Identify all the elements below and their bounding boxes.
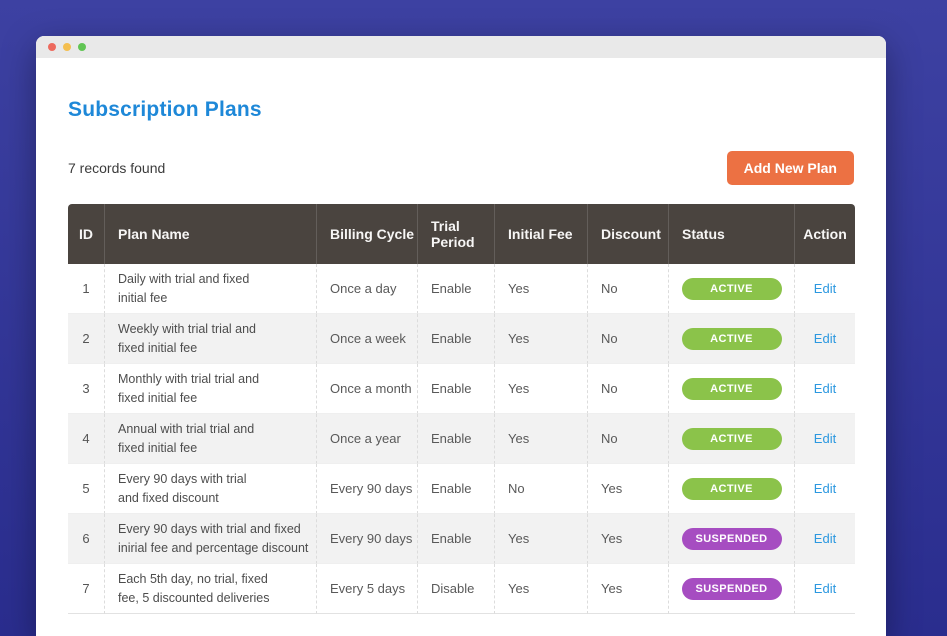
subscription-plans-table: ID Plan Name Billing Cycle Trial Period Init… [68,204,855,614]
toolbar: 7 records found Add New Plan [68,151,854,185]
cell-status: ACTIVE [668,464,794,514]
cell-status: SUSPENDED [668,514,794,564]
status-badge: SUSPENDED [681,527,782,550]
cell-id: 7 [68,564,104,614]
cell-initial-fee: Yes [494,264,587,314]
table-row: 1 Daily with trial and fixed initial fee O… [68,264,855,314]
cell-id: 6 [68,514,104,564]
cell-id: 2 [68,314,104,364]
cell-plan-name: Every 90 days with trial and fixed disco… [104,464,316,514]
cell-id: 3 [68,364,104,414]
window-titlebar [36,36,886,58]
cell-action: Edit [794,414,855,464]
column-header-plan-name: Plan Name [104,204,316,264]
cell-billing-cycle: Every 5 days [316,564,417,614]
cell-status: ACTIVE [668,414,794,464]
cell-action: Edit [794,514,855,564]
cell-trial-period: Enable [417,264,494,314]
cell-initial-fee: Yes [494,564,587,614]
status-badge: ACTIVE [681,377,782,400]
column-header-status: Status [668,204,794,264]
cell-discount: No [587,264,668,314]
cell-initial-fee: No [494,464,587,514]
status-badge: ACTIVE [681,327,782,350]
column-header-billing-cycle: Billing Cycle [316,204,417,264]
cell-billing-cycle: Once a year [316,414,417,464]
records-count: 7 records found [68,160,166,176]
edit-link[interactable]: Edit [813,331,837,346]
cell-status: SUSPENDED [668,564,794,614]
edit-link[interactable]: Edit [813,431,837,446]
status-badge: ACTIVE [681,427,782,450]
cell-id: 4 [68,414,104,464]
app-window: Subscription Plans 7 records found Add N… [36,36,886,636]
cell-billing-cycle: Once a day [316,264,417,314]
status-badge: ACTIVE [681,477,782,500]
cell-plan-name: Weekly with trial trial and fixed initia… [104,314,316,364]
table-row: 2 Weekly with trial trial and fixed initi… [68,314,855,364]
window-content: Subscription Plans 7 records found Add N… [36,98,886,614]
cell-trial-period: Enable [417,314,494,364]
cell-action: Edit [794,464,855,514]
maximize-dot[interactable] [78,43,86,51]
close-dot[interactable] [48,43,56,51]
table-header: ID Plan Name Billing Cycle Trial Period Init… [68,204,855,264]
cell-initial-fee: Yes [494,514,587,564]
edit-link[interactable]: Edit [813,531,837,546]
table-row: 5 Every 90 days with trial and fixed disc… [68,464,855,514]
column-header-id: ID [68,204,104,264]
status-badge: SUSPENDED [681,577,782,600]
cell-billing-cycle: Every 90 days [316,464,417,514]
cell-discount: No [587,414,668,464]
cell-discount: No [587,314,668,364]
cell-billing-cycle: Once a week [316,314,417,364]
edit-link[interactable]: Edit [813,381,837,396]
edit-link[interactable]: Edit [813,281,837,296]
minimize-dot[interactable] [63,43,71,51]
table-body: 1 Daily with trial and fixed initial fee O… [68,264,855,614]
edit-link[interactable]: Edit [813,581,837,596]
cell-plan-name: Every 90 days with trial and fixed iniri… [104,514,316,564]
cell-status: ACTIVE [668,364,794,414]
cell-discount: Yes [587,564,668,614]
cell-trial-period: Enable [417,514,494,564]
column-header-trial-period: Trial Period [417,204,494,264]
table-row: 6 Every 90 days with trial and fixed inir… [68,514,855,564]
page-title: Subscription Plans [68,98,262,121]
status-badge: ACTIVE [681,277,782,300]
cell-action: Edit [794,314,855,364]
cell-action: Edit [794,564,855,614]
cell-plan-name: Monthly with trial trial and fixed initi… [104,364,316,414]
cell-billing-cycle: Every 90 days [316,514,417,564]
cell-initial-fee: Yes [494,414,587,464]
cell-status: ACTIVE [668,264,794,314]
cell-discount: Yes [587,514,668,564]
add-new-plan-button[interactable]: Add New Plan [726,151,854,185]
cell-plan-name: Daily with trial and fixed initial fee [104,264,316,314]
edit-link[interactable]: Edit [813,481,837,496]
cell-billing-cycle: Once a month [316,364,417,414]
cell-initial-fee: Yes [494,364,587,414]
column-header-initial-fee: Initial Fee [494,204,587,264]
cell-plan-name: Annual with trial trial and fixed initia… [104,414,316,464]
cell-trial-period: Enable [417,464,494,514]
table-row: 3 Monthly with trial trial and fixed init… [68,364,855,414]
table-row: 4 Annual with trial trial and fixed initi… [68,414,855,464]
cell-status: ACTIVE [668,314,794,364]
cell-action: Edit [794,364,855,414]
cell-id: 5 [68,464,104,514]
column-header-action: Action [794,204,855,264]
cell-id: 1 [68,264,104,314]
cell-trial-period: Disable [417,564,494,614]
cell-trial-period: Enable [417,414,494,464]
cell-discount: Yes [587,464,668,514]
cell-initial-fee: Yes [494,314,587,364]
cell-action: Edit [794,264,855,314]
cell-plan-name: Each 5th day, no trial, fixed fee, 5 dis… [104,564,316,614]
column-header-discount: Discount [587,204,668,264]
table-row: 7 Each 5th day, no trial, fixed fee, 5 di… [68,564,855,614]
cell-trial-period: Enable [417,364,494,414]
cell-discount: No [587,364,668,414]
